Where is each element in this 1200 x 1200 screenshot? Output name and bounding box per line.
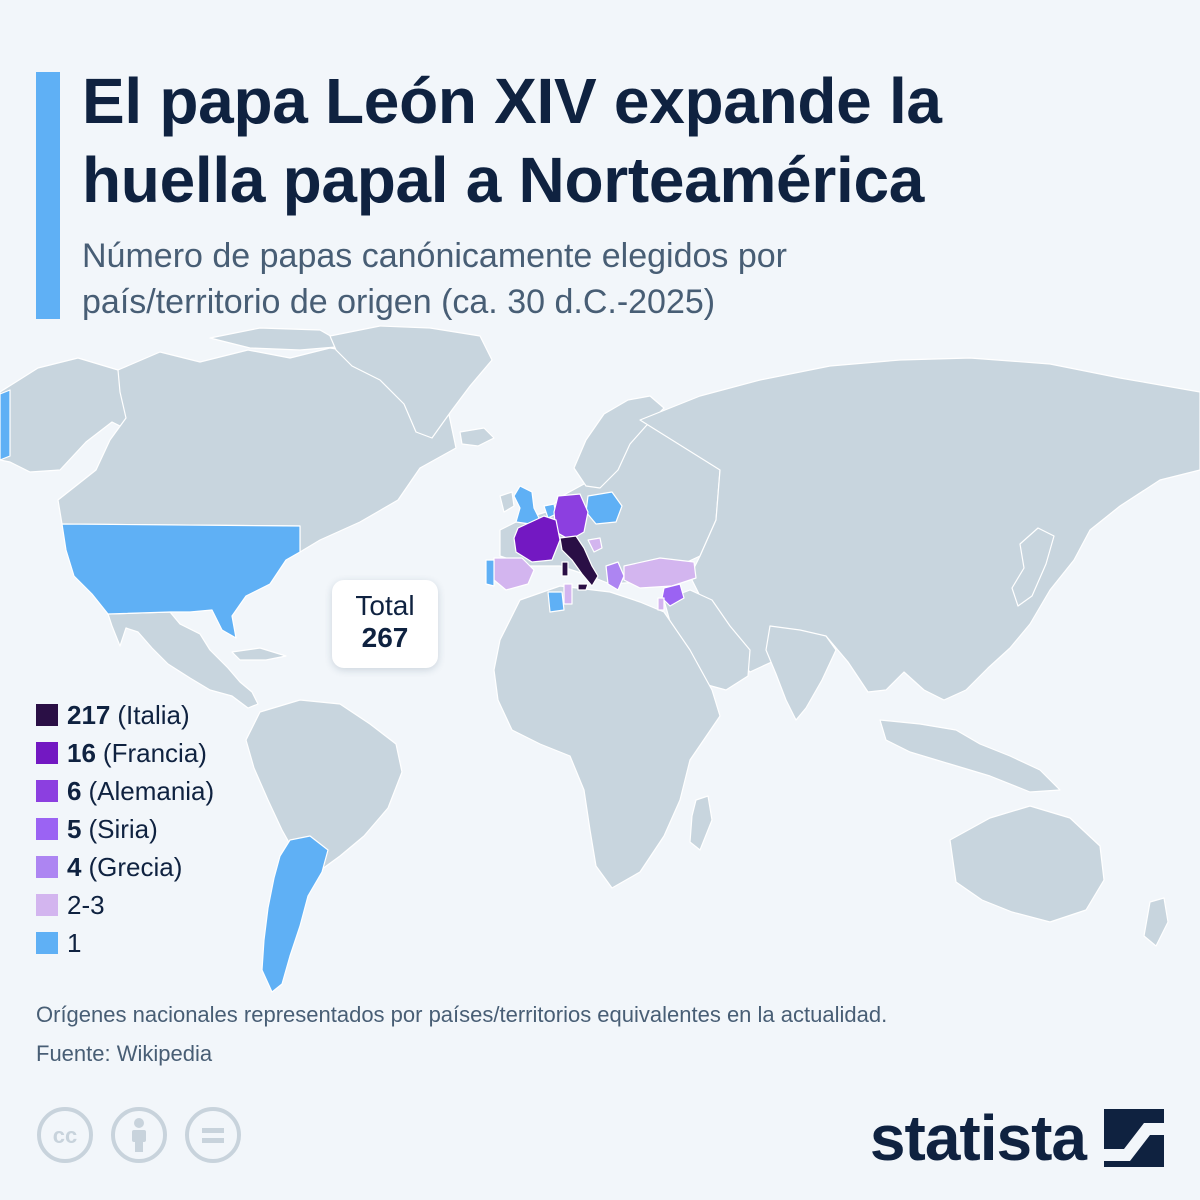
page-subtitle: Número de papas canónicamente elegidos p… <box>82 233 1162 325</box>
land-southeast-asia <box>879 719 1061 793</box>
legend-item-alemania: 6 (Alemania) <box>36 772 214 810</box>
land-new-zealand <box>1143 897 1169 947</box>
brand-name: statista <box>869 1102 1087 1174</box>
legend-label: 1 <box>67 927 82 958</box>
svg-text:cc: cc <box>53 1123 77 1148</box>
legend-item-siria: 5 (Siria) <box>36 810 214 848</box>
land-africa <box>493 585 721 889</box>
region-uk <box>513 485 541 525</box>
map-legend: 217 (Italia) 16 (Francia) 6 (Alemania) 5… <box>36 696 214 962</box>
legend-item-italia: 217 (Italia) <box>36 696 214 734</box>
region-croatia <box>587 537 603 553</box>
land-south-america <box>245 699 403 873</box>
region-israel <box>657 597 665 611</box>
legend-label: (Francia) <box>102 737 207 768</box>
legend-label: (Grecia) <box>88 851 183 882</box>
region-alaska-strip <box>0 389 11 461</box>
legend-swatch <box>36 932 58 954</box>
legend-swatch <box>36 818 58 840</box>
land-greenland <box>329 325 493 439</box>
region-portugal <box>485 559 495 587</box>
land-mexico-central-america <box>107 611 259 709</box>
region-sardinia <box>561 561 569 577</box>
subtitle-line-2: país/territorio de origen (ca. 30 d.C.-2… <box>82 283 716 321</box>
land-arctic-islands <box>209 327 349 351</box>
title-line-1: El papa León XIV expande la <box>82 65 942 137</box>
legend-value: 5 <box>67 813 82 844</box>
legend-value: 4 <box>67 851 82 882</box>
land-madagascar <box>689 795 713 851</box>
legend-swatch <box>36 856 58 878</box>
legend-item-francia: 16 (Francia) <box>36 734 214 772</box>
region-tunisia <box>563 583 573 605</box>
legend-label: (Alemania) <box>88 775 215 806</box>
legend-value: 6 <box>67 775 82 806</box>
land-india <box>765 625 837 721</box>
legend-item-1: 1 <box>36 924 214 962</box>
legend-label: (Siria) <box>88 813 158 844</box>
legend-swatch <box>36 894 58 916</box>
title-accent-bar <box>36 72 60 319</box>
region-usa <box>61 523 301 639</box>
land-iceland <box>459 427 495 447</box>
region-turkey <box>623 557 697 589</box>
region-germany <box>553 493 589 541</box>
world-map <box>0 325 1200 993</box>
land-ireland <box>499 491 515 513</box>
region-sicily <box>577 583 589 591</box>
total-callout: Total 267 <box>332 580 438 668</box>
attribution-icon[interactable] <box>110 1106 168 1164</box>
legend-swatch <box>36 780 58 802</box>
legend-label: 2-3 <box>67 889 105 920</box>
land-australia <box>949 805 1105 923</box>
legend-swatch <box>36 742 58 764</box>
region-algeria <box>547 591 565 613</box>
no-derivatives-icon[interactable] <box>184 1106 242 1164</box>
region-italy <box>559 535 599 587</box>
region-greece <box>605 561 625 591</box>
creative-commons-icon[interactable]: cc <box>36 1106 94 1164</box>
source-note: Fuente: Wikipedia <box>36 1041 213 1066</box>
legend-item-2-3: 2-3 <box>36 886 214 924</box>
legend-value: 16 <box>67 737 96 768</box>
region-france <box>513 515 561 563</box>
legend-swatch <box>36 704 58 726</box>
land-japan <box>1011 527 1055 607</box>
total-label: Total <box>355 590 415 621</box>
title-line-2: huella papal a Norteamérica <box>82 144 925 216</box>
license-icons: cc <box>36 1106 242 1164</box>
region-argentina <box>261 835 329 993</box>
page-title: El papa León XIV expande la huella papal… <box>82 62 1162 220</box>
total-value: 267 <box>361 622 409 653</box>
region-syria <box>661 583 685 607</box>
legend-label: (Italia) <box>117 699 190 730</box>
footnote: Orígenes nacionales representados por pa… <box>36 1002 888 1027</box>
land-caribbean <box>231 647 287 661</box>
statista-logo-icon <box>1104 1109 1164 1167</box>
statista-brand[interactable]: statista <box>870 1098 1164 1178</box>
legend-value: 217 <box>67 699 111 730</box>
legend-item-grecia: 4 (Grecia) <box>36 848 214 886</box>
land-canada <box>57 347 457 553</box>
subtitle-line-1: Número de papas canónicamente elegidos p… <box>82 237 788 275</box>
